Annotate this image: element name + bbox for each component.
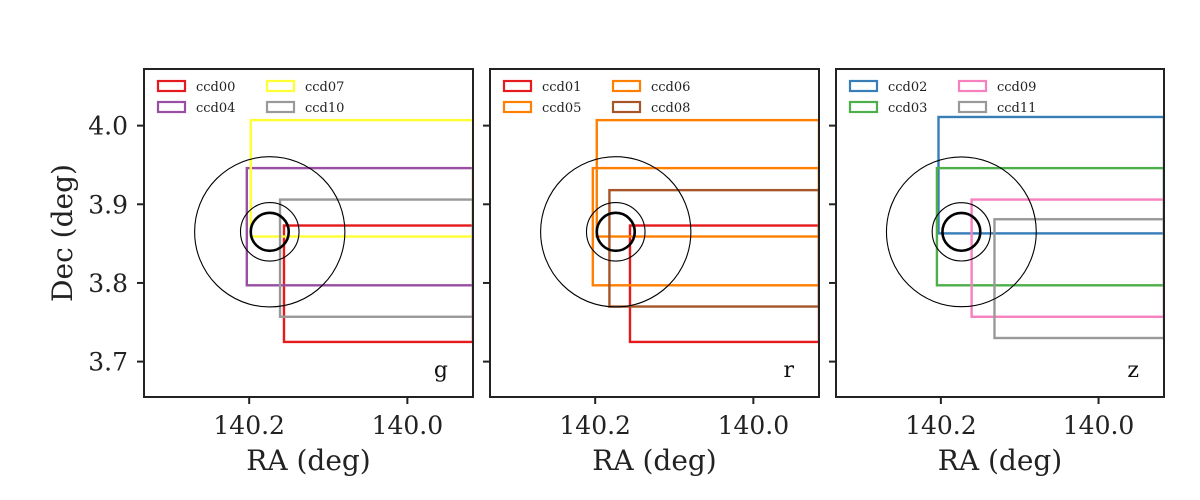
ccd-rect-ccd04 bbox=[245, 166, 473, 287]
legend-swatch-ccd10 bbox=[265, 100, 296, 114]
plot-area-z bbox=[885, 115, 1164, 340]
band-label: g bbox=[434, 358, 448, 383]
panel-r: 140.2 140.0RA (deg) ccd01 ccd05 ccd06 ccd08 r bbox=[483, 68, 820, 477]
plot-area-r bbox=[540, 118, 819, 344]
legend-z: ccd02 ccd03 ccd09 ccd11 bbox=[848, 79, 1036, 116]
plot-area-g bbox=[194, 118, 473, 344]
legend-label-ccd01: ccd01 bbox=[542, 80, 581, 95]
ccd-rect-ccd02 bbox=[937, 115, 1164, 235]
x-tick-label: 140.2 bbox=[559, 411, 631, 440]
legend-swatch-ccd08 bbox=[611, 100, 642, 114]
target-circle-3 bbox=[885, 156, 1037, 308]
ccd-rect-ccd03 bbox=[935, 166, 1164, 287]
y-tick-label: 4.0 bbox=[88, 112, 128, 141]
legend-swatch-ccd05 bbox=[502, 100, 533, 114]
ccd-rect-ccd09 bbox=[970, 198, 1164, 318]
target-circle-2 bbox=[931, 202, 992, 262]
legend-swatch-ccd00 bbox=[156, 79, 187, 93]
ccd-rect-ccd01 bbox=[628, 224, 819, 344]
y-tick-label: 3.8 bbox=[88, 269, 128, 298]
x-tick-label: 140.0 bbox=[718, 411, 790, 440]
legend-swatch-ccd06 bbox=[611, 79, 642, 93]
target-circle-2 bbox=[239, 202, 300, 262]
panel-g: 140.2 140.0RA (deg) 4.0 3.9 3.8 3.7 Dec (deg) c… bbox=[46, 68, 474, 477]
legend-label-ccd02: ccd02 bbox=[888, 80, 927, 95]
target-circle-1 bbox=[595, 211, 637, 253]
y-tick-label: 3.9 bbox=[88, 190, 128, 219]
ccd-rect-ccd06 bbox=[595, 118, 819, 238]
y-axis-label: Dec (deg) bbox=[46, 164, 79, 302]
x-axis-label: RA (deg) bbox=[592, 444, 716, 477]
band-label: r bbox=[783, 358, 794, 383]
legend-label-ccd08: ccd08 bbox=[651, 101, 690, 116]
legend-label-ccd04: ccd04 bbox=[196, 101, 235, 116]
ccd-rect-ccd05 bbox=[591, 166, 819, 287]
x-axis-label: RA (deg) bbox=[246, 444, 370, 477]
axes-frame-r bbox=[489, 68, 820, 398]
legend-label-ccd05: ccd05 bbox=[542, 101, 581, 116]
x-axis-label: RA (deg) bbox=[938, 444, 1062, 477]
panel-z: 140.2 140.0RA (deg) ccd02 ccd03 ccd09 ccd11 z bbox=[829, 68, 1165, 477]
legend-swatch-ccd03 bbox=[848, 100, 879, 114]
band-label: z bbox=[1127, 358, 1139, 383]
legend-label-ccd00: ccd00 bbox=[196, 80, 235, 95]
legend-r: ccd01 ccd05 ccd06 ccd08 bbox=[502, 79, 690, 116]
legend-swatch-ccd02 bbox=[848, 79, 879, 93]
target-circle-3 bbox=[540, 156, 692, 308]
x-tick-label: 140.0 bbox=[372, 411, 444, 440]
legend-swatch-ccd01 bbox=[502, 79, 533, 93]
x-tick-label: 140.0 bbox=[1063, 411, 1135, 440]
axes-frame-z bbox=[835, 68, 1165, 398]
legend-label-ccd09: ccd09 bbox=[997, 80, 1036, 95]
legend-swatch-ccd07 bbox=[265, 79, 296, 93]
ccd-rect-ccd00 bbox=[282, 224, 473, 344]
legend-label-ccd07: ccd07 bbox=[305, 80, 344, 95]
legend-label-ccd11: ccd11 bbox=[997, 101, 1036, 116]
ccd-rect-ccd11 bbox=[993, 218, 1164, 340]
legend-label-ccd03: ccd03 bbox=[888, 101, 927, 116]
x-tick-label: 140.2 bbox=[905, 411, 977, 440]
legend-swatch-ccd09 bbox=[957, 79, 988, 93]
ccd-rect-ccd10 bbox=[278, 198, 473, 318]
target-circle-1 bbox=[941, 211, 982, 253]
ccd-rect-ccd07 bbox=[249, 118, 473, 238]
target-circle-2 bbox=[585, 202, 646, 262]
target-circle-1 bbox=[249, 211, 291, 253]
legend-label-ccd06: ccd06 bbox=[651, 80, 690, 95]
ccd-rect-ccd08 bbox=[608, 188, 819, 308]
legend-swatch-ccd11 bbox=[957, 100, 988, 114]
target-circle-3 bbox=[194, 156, 346, 308]
x-tick-label: 140.2 bbox=[213, 411, 285, 440]
legend-swatch-ccd04 bbox=[156, 100, 187, 114]
legend-g: ccd00 ccd04 ccd07 ccd10 bbox=[156, 79, 344, 116]
axes-frame-g bbox=[143, 68, 474, 398]
y-tick-label: 3.7 bbox=[88, 348, 128, 377]
legend-label-ccd10: ccd10 bbox=[305, 101, 344, 116]
